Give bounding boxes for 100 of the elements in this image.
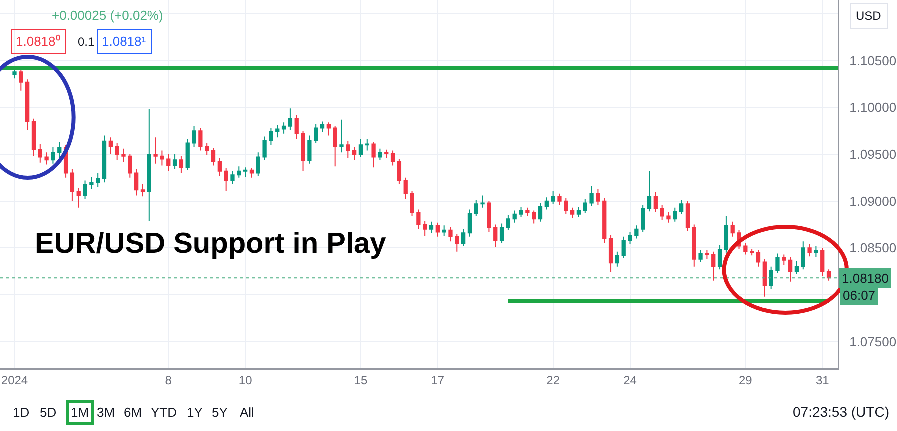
candlestick <box>654 191 658 214</box>
text: 1Y <box>187 405 204 420</box>
candlestick <box>570 207 575 219</box>
text: EUR/USD Support in Play <box>35 228 386 260</box>
candlestick <box>660 204 664 221</box>
y-tick-label: 1.09000 <box>850 194 897 209</box>
x-tick-label: 2024 <box>1 373 28 388</box>
candlestick <box>641 204 646 233</box>
candlestick <box>558 193 562 206</box>
candlestick <box>448 227 453 242</box>
candlestick <box>544 197 549 210</box>
candlestick <box>776 253 780 274</box>
x-tick-label: 8 <box>165 373 172 388</box>
candlestick <box>384 149 389 159</box>
candlestick <box>455 234 460 252</box>
candlestick <box>390 150 396 166</box>
candlestick <box>186 139 190 171</box>
candlestick <box>769 266 774 290</box>
candlestick <box>814 246 818 258</box>
candlestick <box>429 221 434 234</box>
text: 06:07 <box>843 288 876 303</box>
candlestick <box>154 137 158 164</box>
candlestick <box>230 170 235 185</box>
ref-line-label: 1.08180 <box>842 271 889 286</box>
candlestick <box>352 146 357 161</box>
text: 5D <box>40 405 57 420</box>
candlestick <box>416 209 421 230</box>
text: 3M <box>97 405 116 420</box>
y-tick-label: 1.08500 <box>850 240 897 256</box>
text: YTD <box>151 405 177 420</box>
candlestick <box>602 198 607 244</box>
candlestick <box>615 251 620 268</box>
candlestick <box>538 202 543 222</box>
candlestick <box>494 224 498 248</box>
candlestick <box>166 154 171 172</box>
candlestick <box>294 114 299 140</box>
candlestick <box>372 142 376 168</box>
candlestick <box>712 251 716 282</box>
candlestick <box>698 250 703 263</box>
candlestick <box>480 195 485 208</box>
candlestick <box>410 190 414 217</box>
candlestick <box>288 108 293 131</box>
y-tick-label: 1.10500 <box>850 53 897 68</box>
y-tick-label: 1.10000 <box>850 100 897 116</box>
candlestick <box>269 128 274 146</box>
candlestick <box>788 257 793 282</box>
candlestick <box>365 139 370 152</box>
candlestick <box>44 152 49 166</box>
candlestick <box>608 234 614 273</box>
candlestick <box>237 166 242 178</box>
candlestick <box>512 210 517 224</box>
candlestick <box>622 236 626 259</box>
candlestick <box>378 148 382 161</box>
candlestick <box>583 198 588 214</box>
annotation: +0.00025 (+0.02%) <box>52 8 164 23</box>
candlestick <box>506 214 511 231</box>
y-tick-label: 1.07500 <box>850 334 897 350</box>
candlestick <box>628 232 632 245</box>
candlestick <box>647 170 652 212</box>
candlestick <box>404 177 408 200</box>
candlestick <box>96 172 100 188</box>
text: All <box>240 405 255 420</box>
candlestick <box>474 200 478 217</box>
candlestick <box>243 167 248 178</box>
candlestick <box>12 68 17 80</box>
candlestick <box>122 148 126 162</box>
candlestick <box>346 140 350 159</box>
candlestick <box>686 200 690 232</box>
candlestick <box>666 212 671 224</box>
candlestick <box>826 269 832 282</box>
text: 1M <box>71 405 90 420</box>
candlestick <box>160 150 164 166</box>
x-tick-label: 24 <box>624 373 638 388</box>
candlestick <box>128 154 132 178</box>
candlestick <box>102 135 107 184</box>
annotation: 1.0818⁰ <box>16 34 61 49</box>
candlestick <box>76 188 81 208</box>
candlestick <box>519 206 524 218</box>
candlestick <box>301 130 306 172</box>
candlestick <box>564 198 568 215</box>
candlestick <box>179 156 184 174</box>
candlestick <box>282 122 286 134</box>
candlestick <box>756 250 761 268</box>
candlestick <box>692 224 696 268</box>
candlestick <box>83 180 88 200</box>
candlestick <box>532 210 536 224</box>
candlestick <box>333 126 338 168</box>
candlestick <box>724 216 729 254</box>
candlestick <box>794 260 800 275</box>
candlestick <box>262 136 267 161</box>
candlestick <box>442 225 446 236</box>
candlestick <box>147 109 152 222</box>
candlestick <box>782 254 786 266</box>
candlestick <box>38 144 42 164</box>
x-tick-label: 17 <box>431 373 445 388</box>
text: 5Y <box>212 405 228 420</box>
candlestick <box>58 142 62 159</box>
candlestick <box>358 139 364 158</box>
candlestick <box>32 118 36 157</box>
candlestick <box>314 124 318 144</box>
